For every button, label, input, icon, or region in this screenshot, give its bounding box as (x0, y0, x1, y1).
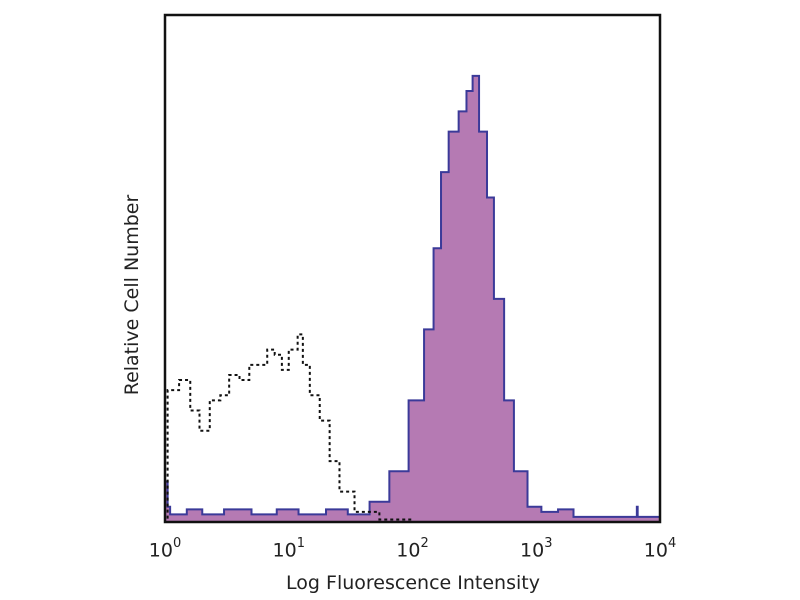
y-axis-label: Relative Cell Number (121, 194, 143, 396)
tick-base: 10 (520, 539, 545, 562)
tick-base: 10 (272, 539, 297, 562)
x-axis-label: Log Fluorescence Intensity (286, 572, 540, 594)
tick-exponent: 2 (420, 536, 429, 551)
tick-base: 10 (396, 539, 421, 562)
tick-exponent: 1 (296, 536, 305, 551)
tick-base: 10 (148, 539, 173, 562)
series-layer (165, 74, 661, 523)
tick-exponent: 3 (544, 536, 553, 551)
stained-histogram-outline (165, 74, 661, 518)
plot-frame (163, 13, 662, 524)
x-tick-label: 101 (272, 536, 305, 562)
x-tick-label: 100 (148, 536, 182, 562)
x-tick-label: 103 (520, 536, 553, 562)
tick-exponent: 0 (172, 536, 182, 551)
tick-base: 10 (643, 539, 668, 562)
x-tick-label: 102 (396, 536, 429, 562)
stained-histogram-fill (165, 75, 660, 522)
x-tick-label: 104 (643, 536, 677, 562)
tick-exponent: 4 (667, 536, 677, 551)
isotype-control-histogram (165, 333, 537, 523)
